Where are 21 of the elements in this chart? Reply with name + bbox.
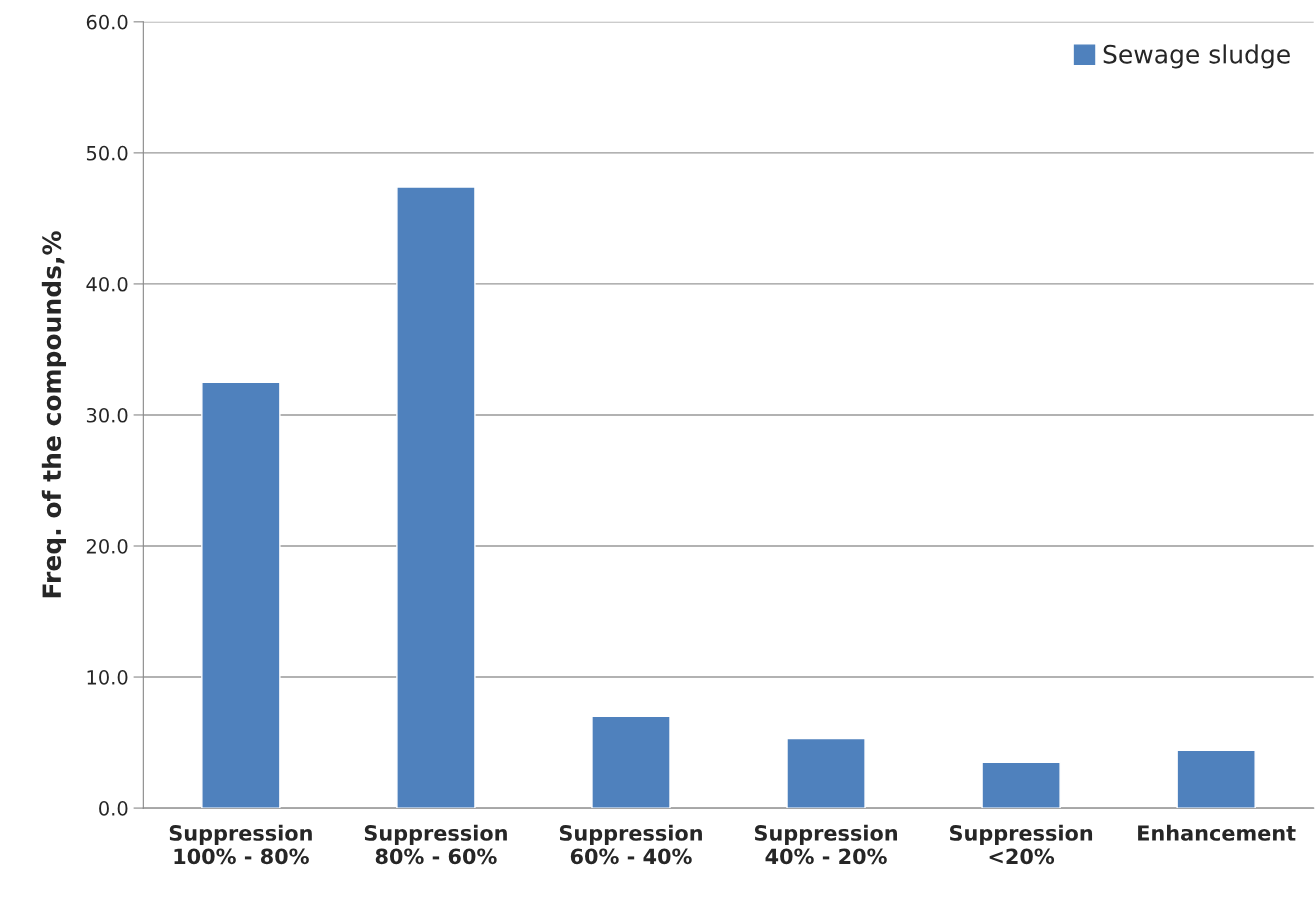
- legend-label: Sewage sludge: [1103, 44, 1290, 69]
- y-tick-label: 50.0: [86, 145, 128, 161]
- x-tick-label: Suppression 100% - 80%: [169, 824, 312, 865]
- bar: [396, 186, 476, 809]
- y-tick-label: 40.0: [86, 276, 128, 292]
- x-tick-label: Enhancement: [1138, 824, 1296, 841]
- bar: [201, 381, 281, 809]
- y-axis-title: Freq. of the compounds,%: [41, 231, 67, 598]
- bar: [981, 761, 1061, 809]
- bar: [591, 715, 671, 809]
- y-tick-label: 60.0: [86, 14, 128, 30]
- x-tick-label: Suppression 60% - 40%: [559, 824, 702, 865]
- y-tick-label: 20.0: [86, 538, 128, 554]
- y-tick-label: 10.0: [87, 670, 128, 685]
- y-tick-label: 30.0: [86, 407, 128, 423]
- bar: [1176, 749, 1256, 809]
- x-tick-label: Suppression <20%: [950, 824, 1093, 865]
- x-tick-label: Suppression 40% - 20%: [754, 824, 897, 865]
- bar: [786, 737, 866, 809]
- y-tick-label: 0.0: [99, 801, 128, 816]
- x-tick-label: Suppression 80% - 60%: [364, 824, 507, 865]
